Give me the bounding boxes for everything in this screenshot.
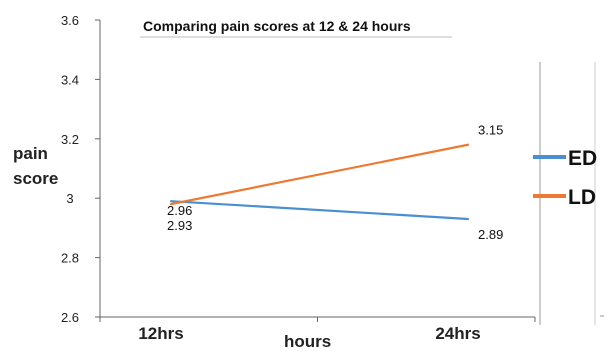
chart-title: Comparing pain scores at 12 & 24 hours (143, 18, 411, 34)
y-tick-label: 2.8 (61, 251, 79, 266)
series-line-ed (169, 200, 470, 221)
data-label: 2.93 (167, 218, 192, 233)
x-axis-title: hours (284, 332, 331, 351)
y-axis-title-line1: pain (13, 144, 48, 163)
y-tick-label: 3.6 (61, 13, 79, 28)
y-tick-label: 3 (66, 191, 73, 206)
y-tick-label: 3.4 (61, 72, 79, 87)
x-category-label: 24hrs (435, 324, 480, 343)
legend-label-ed: ED (568, 147, 597, 170)
y-tick-label: 3.2 (61, 132, 79, 147)
series-line-ld (169, 143, 470, 206)
data-label: 2.96 (167, 203, 192, 218)
y-tick-label: 2.6 (61, 310, 79, 325)
data-label: 2.89 (478, 227, 503, 242)
x-category-label: 12hrs (138, 324, 183, 343)
legend-label-ld: LD (568, 186, 596, 209)
data-label: 3.15 (478, 123, 503, 138)
y-axis-title-line2: score (13, 169, 58, 188)
